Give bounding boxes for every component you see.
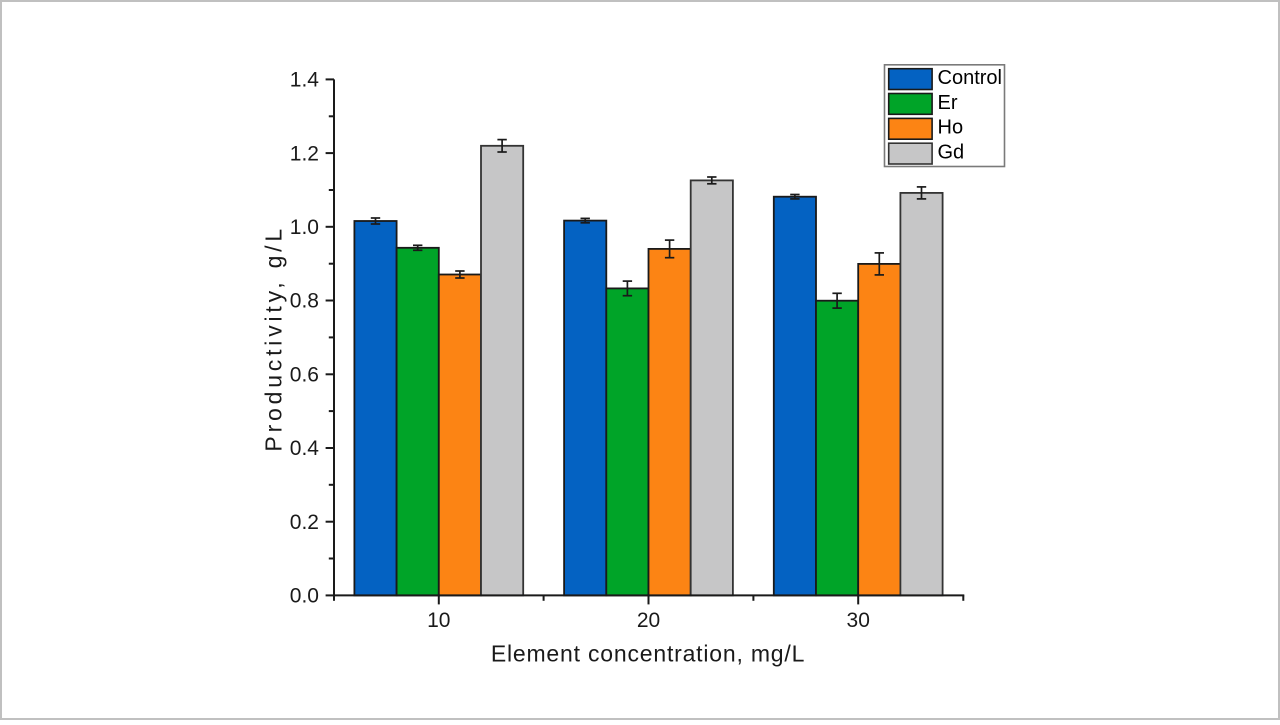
svg-text:Ho: Ho: [938, 117, 964, 139]
svg-text:0.0: 0.0: [290, 585, 319, 608]
svg-text:0.2: 0.2: [290, 511, 319, 534]
svg-text:1.2: 1.2: [290, 142, 319, 165]
svg-text:0.6: 0.6: [290, 364, 319, 387]
svg-text:Element concentration, mg/L: Element concentration, mg/L: [491, 641, 805, 667]
svg-text:1.0: 1.0: [290, 216, 319, 239]
svg-text:30: 30: [847, 609, 870, 632]
svg-text:Er: Er: [938, 92, 958, 114]
svg-text:Gd: Gd: [938, 141, 965, 163]
svg-text:1.4: 1.4: [290, 69, 320, 92]
svg-text:0.8: 0.8: [290, 290, 319, 313]
svg-text:0.4: 0.4: [290, 437, 320, 460]
svg-text:10: 10: [427, 609, 450, 632]
svg-text:Control: Control: [938, 67, 1002, 89]
svg-text:20: 20: [637, 609, 660, 632]
svg-text:Productivity, g/L: Productivity, g/L: [261, 225, 287, 452]
